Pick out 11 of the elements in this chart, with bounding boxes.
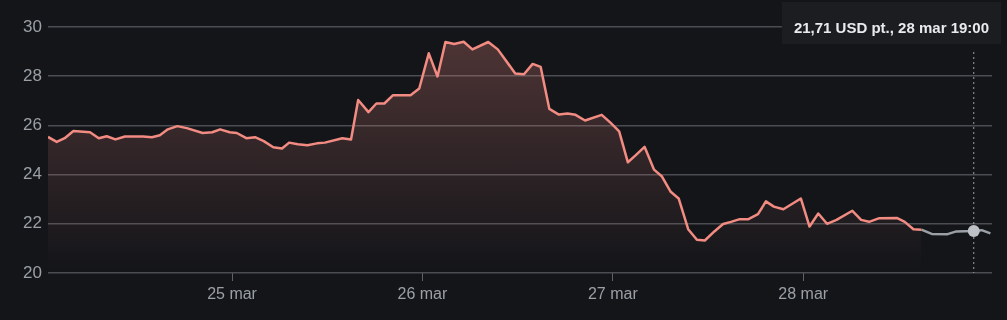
y-tick-label: 22 <box>23 213 42 233</box>
x-tick-label: 25 mar <box>207 285 258 303</box>
y-tick-label: 24 <box>23 164 42 184</box>
x-tick-label: 28 mar <box>778 285 829 303</box>
y-tick-label: 30 <box>23 16 42 36</box>
annotation: 21,71 USD pt., 28 mar 19:00 <box>793 19 990 37</box>
y-tick-label: 26 <box>23 115 42 135</box>
x-tick-label: 26 mar <box>397 285 448 303</box>
y-tick-label: 20 <box>23 262 42 282</box>
x-tick-label: 27 mar <box>587 285 639 303</box>
y-tick-label: 28 <box>23 65 42 85</box>
